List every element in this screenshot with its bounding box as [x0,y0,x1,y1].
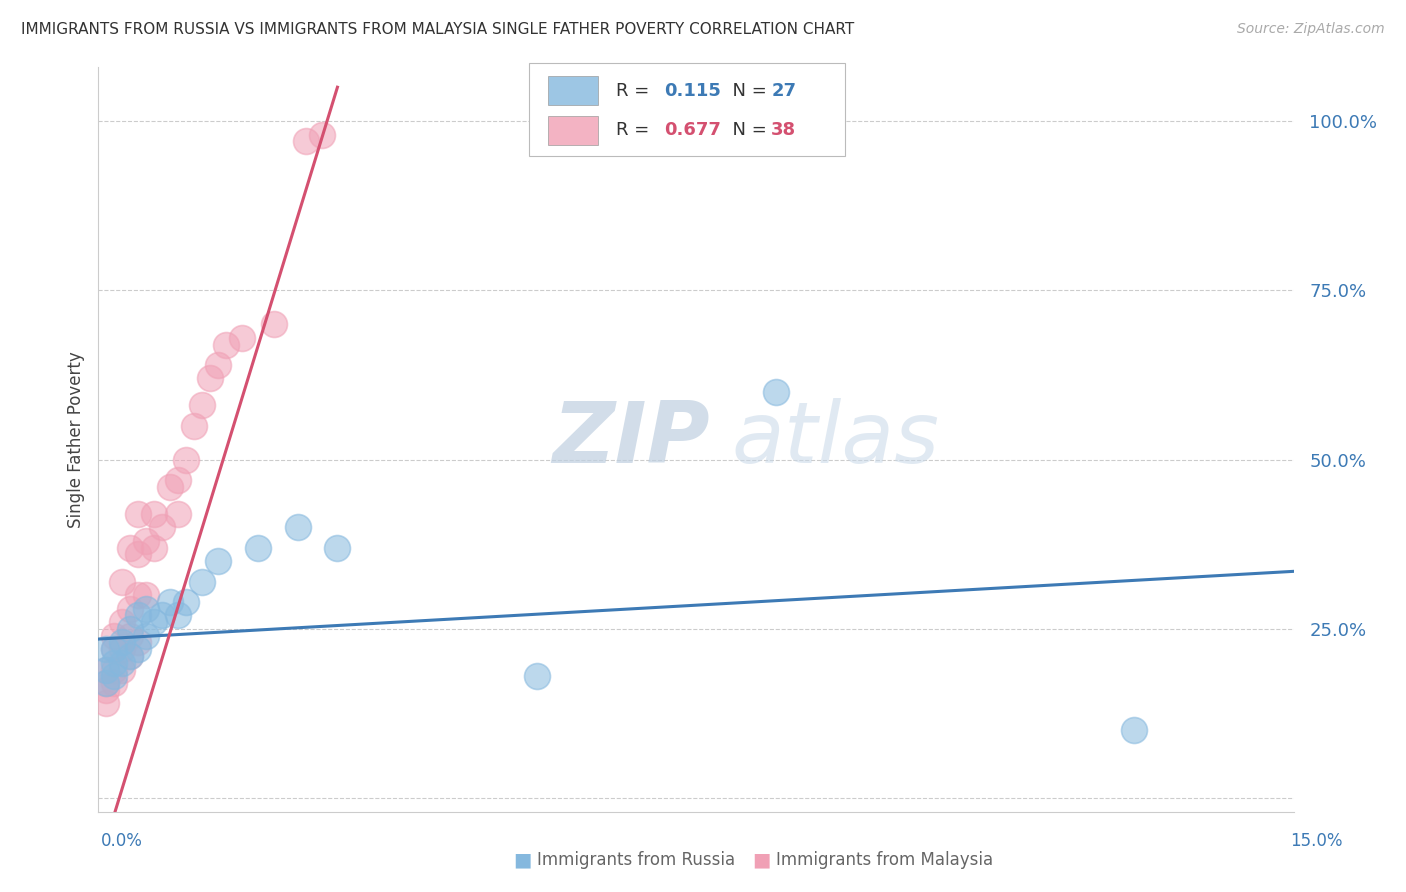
Point [135,629,157,643]
Point [1123,723,1146,738]
Point [120,648,142,663]
Point [103,676,125,690]
Point [96,642,118,657]
Point [103,663,125,677]
FancyBboxPatch shape [548,116,598,145]
Text: ■: ■ [513,850,531,869]
Text: 0.0%: 0.0% [101,831,143,849]
Point [231,331,253,345]
Point [167,507,190,521]
Point [191,574,214,589]
Point [191,399,214,413]
Point [96,682,118,697]
Point [765,384,787,399]
Point [120,629,142,643]
Point [207,554,229,568]
Text: 0.115: 0.115 [664,82,721,100]
Point [103,629,125,643]
Point [135,601,157,615]
Point [167,473,190,487]
Point [159,595,181,609]
Point [120,648,142,663]
Point [127,588,149,602]
Point [150,608,173,623]
Point [143,615,166,629]
Point [311,128,333,142]
Point [127,507,149,521]
Point [96,663,118,677]
Text: 38: 38 [772,121,796,139]
Point [96,676,118,690]
Point [127,642,149,657]
FancyBboxPatch shape [529,63,845,156]
Point [111,642,134,657]
Point [103,642,125,657]
Point [263,317,285,331]
Point [287,520,309,534]
Point [111,635,134,649]
FancyBboxPatch shape [548,77,598,105]
Text: N =: N = [721,121,772,139]
Point [103,669,125,683]
Point [326,541,349,555]
Point [96,663,118,677]
Text: Immigrants from Malaysia: Immigrants from Malaysia [776,851,993,869]
Point [120,622,142,636]
Y-axis label: Single Father Poverty: Single Father Poverty [66,351,84,528]
Point [526,669,548,683]
Point [96,697,118,711]
Point [294,135,316,149]
Point [111,656,134,670]
Point [174,595,197,609]
Point [127,635,149,649]
Point [183,418,205,433]
Point [135,533,157,548]
Point [198,371,221,385]
Point [143,541,166,555]
Point [127,608,149,623]
Text: N =: N = [721,82,772,100]
Point [96,676,118,690]
Point [103,642,125,657]
Point [174,452,197,467]
Text: Source: ZipAtlas.com: Source: ZipAtlas.com [1237,22,1385,37]
Point [246,541,269,555]
Point [159,480,181,494]
Text: R =: R = [616,121,655,139]
Point [111,663,134,677]
Point [167,608,190,623]
Point [127,548,149,562]
Point [120,541,142,555]
Point [207,358,229,372]
Text: R =: R = [616,82,655,100]
Point [103,656,125,670]
Text: IMMIGRANTS FROM RUSSIA VS IMMIGRANTS FROM MALAYSIA SINGLE FATHER POVERTY CORRELA: IMMIGRANTS FROM RUSSIA VS IMMIGRANTS FRO… [21,22,855,37]
Point [111,574,134,589]
Text: atlas: atlas [733,398,939,481]
Text: ZIP: ZIP [553,398,710,481]
Text: 27: 27 [772,82,796,100]
Point [215,337,238,351]
Point [150,520,173,534]
Text: 0.677: 0.677 [664,121,721,139]
Point [135,588,157,602]
Text: Immigrants from Russia: Immigrants from Russia [537,851,735,869]
Text: 15.0%: 15.0% [1291,831,1343,849]
Point [120,601,142,615]
Point [111,615,134,629]
Text: ■: ■ [752,850,770,869]
Point [143,507,166,521]
